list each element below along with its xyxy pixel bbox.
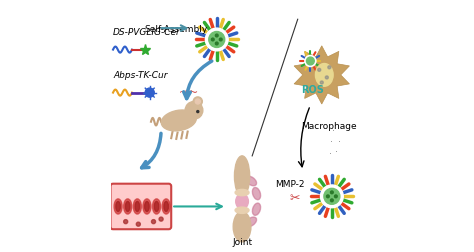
Text: ~: ~ bbox=[190, 88, 199, 98]
Circle shape bbox=[320, 185, 343, 208]
Circle shape bbox=[325, 77, 328, 80]
Text: DS-PVGLIG-Cel: DS-PVGLIG-Cel bbox=[113, 28, 180, 37]
Circle shape bbox=[137, 222, 140, 226]
Circle shape bbox=[219, 39, 222, 42]
Text: Joint: Joint bbox=[232, 237, 252, 246]
Ellipse shape bbox=[315, 64, 333, 87]
Circle shape bbox=[335, 195, 337, 198]
Ellipse shape bbox=[145, 202, 149, 212]
Circle shape bbox=[197, 111, 199, 113]
Text: ·: · bbox=[332, 126, 335, 136]
Text: MMP-2: MMP-2 bbox=[275, 179, 305, 188]
Circle shape bbox=[195, 100, 201, 105]
Circle shape bbox=[305, 56, 316, 67]
Circle shape bbox=[209, 33, 225, 48]
Circle shape bbox=[324, 188, 340, 205]
Text: ·: · bbox=[336, 146, 338, 156]
Circle shape bbox=[205, 29, 228, 52]
Text: Self-Assembly: Self-Assembly bbox=[145, 24, 208, 34]
Text: ·: · bbox=[329, 149, 332, 159]
Ellipse shape bbox=[246, 176, 256, 186]
Circle shape bbox=[330, 199, 333, 202]
Ellipse shape bbox=[135, 202, 140, 212]
Ellipse shape bbox=[126, 202, 130, 212]
Ellipse shape bbox=[153, 199, 161, 214]
Ellipse shape bbox=[235, 156, 250, 197]
Circle shape bbox=[215, 43, 218, 46]
Circle shape bbox=[330, 191, 333, 194]
Text: ~: ~ bbox=[184, 86, 193, 97]
Circle shape bbox=[307, 58, 314, 66]
Ellipse shape bbox=[235, 207, 249, 214]
Circle shape bbox=[124, 220, 128, 224]
Ellipse shape bbox=[161, 111, 196, 131]
FancyArrowPatch shape bbox=[142, 134, 161, 168]
Circle shape bbox=[328, 67, 331, 70]
FancyBboxPatch shape bbox=[110, 184, 171, 229]
Circle shape bbox=[145, 89, 154, 98]
Text: ·: · bbox=[338, 136, 341, 146]
Circle shape bbox=[320, 82, 323, 85]
Text: Abps-TK-Cur: Abps-TK-Cur bbox=[113, 71, 167, 80]
Ellipse shape bbox=[162, 199, 170, 214]
Ellipse shape bbox=[236, 173, 248, 180]
Circle shape bbox=[193, 98, 202, 107]
Ellipse shape bbox=[124, 199, 132, 214]
Text: ✂: ✂ bbox=[290, 191, 301, 204]
Text: ·: · bbox=[330, 136, 333, 146]
Text: Macrophage: Macrophage bbox=[301, 121, 357, 131]
Ellipse shape bbox=[252, 188, 261, 200]
Circle shape bbox=[318, 69, 321, 72]
Circle shape bbox=[159, 217, 163, 221]
Circle shape bbox=[327, 195, 329, 198]
Ellipse shape bbox=[246, 217, 256, 227]
Ellipse shape bbox=[164, 202, 168, 212]
Ellipse shape bbox=[154, 202, 159, 212]
Ellipse shape bbox=[236, 194, 248, 209]
Text: ~: ~ bbox=[179, 88, 189, 98]
Circle shape bbox=[152, 220, 155, 224]
Ellipse shape bbox=[252, 203, 261, 215]
Circle shape bbox=[211, 39, 214, 42]
FancyArrowPatch shape bbox=[183, 62, 212, 99]
Ellipse shape bbox=[133, 199, 141, 214]
Circle shape bbox=[185, 102, 203, 120]
Text: ROS: ROS bbox=[301, 84, 324, 94]
Ellipse shape bbox=[233, 212, 251, 242]
Ellipse shape bbox=[235, 190, 249, 196]
Polygon shape bbox=[294, 47, 349, 105]
Ellipse shape bbox=[116, 202, 120, 212]
Ellipse shape bbox=[143, 199, 151, 214]
Ellipse shape bbox=[236, 223, 248, 231]
Circle shape bbox=[215, 35, 218, 38]
Ellipse shape bbox=[114, 199, 122, 214]
